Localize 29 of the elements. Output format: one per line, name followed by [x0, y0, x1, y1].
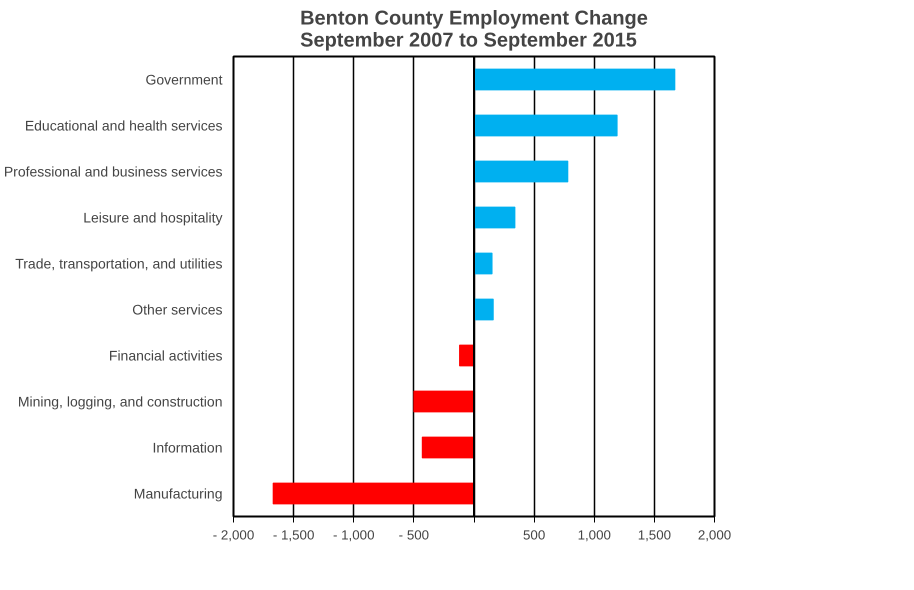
y-tick-label: Trade, transportation, and utilities — [15, 256, 223, 272]
y-tick-label: Manufacturing — [134, 486, 222, 502]
y-tick-label: Educational and health services — [24, 118, 223, 134]
x-tick-label: 1,000 — [578, 528, 611, 542]
x-tick-label: - 2,000 — [212, 528, 254, 542]
y-tick-label: Professional and business services — [4, 164, 223, 180]
y-tick-label: Leisure and hospitality — [83, 210, 223, 226]
x-tick-label: 500 — [523, 528, 546, 542]
x-tick-label: - 1,500 — [272, 528, 314, 542]
bar — [474, 68, 676, 90]
bar — [474, 160, 568, 182]
y-tick-label: Financial activities — [108, 348, 223, 364]
bar — [474, 206, 516, 228]
bar — [474, 114, 618, 136]
bar — [474, 252, 493, 274]
bar — [413, 390, 474, 412]
bar — [272, 482, 474, 504]
x-tick-label: 1,500 — [638, 528, 672, 542]
x-tick-label: 2,000 — [698, 528, 732, 542]
bar — [474, 298, 494, 320]
y-tick-label: Mining, logging, and construction — [18, 394, 223, 410]
x-tick-label: - 1,000 — [333, 528, 375, 542]
bar — [422, 436, 474, 458]
y-tick-label: Other services — [132, 302, 222, 318]
chart-title: Benton County Employment Change September 2007 to September 2015 — [300, 8, 648, 52]
y-tick-label: Government — [145, 72, 223, 88]
bar — [459, 344, 474, 366]
x-tick-label: - 500 — [398, 528, 430, 542]
y-tick-label: Information — [152, 440, 223, 456]
